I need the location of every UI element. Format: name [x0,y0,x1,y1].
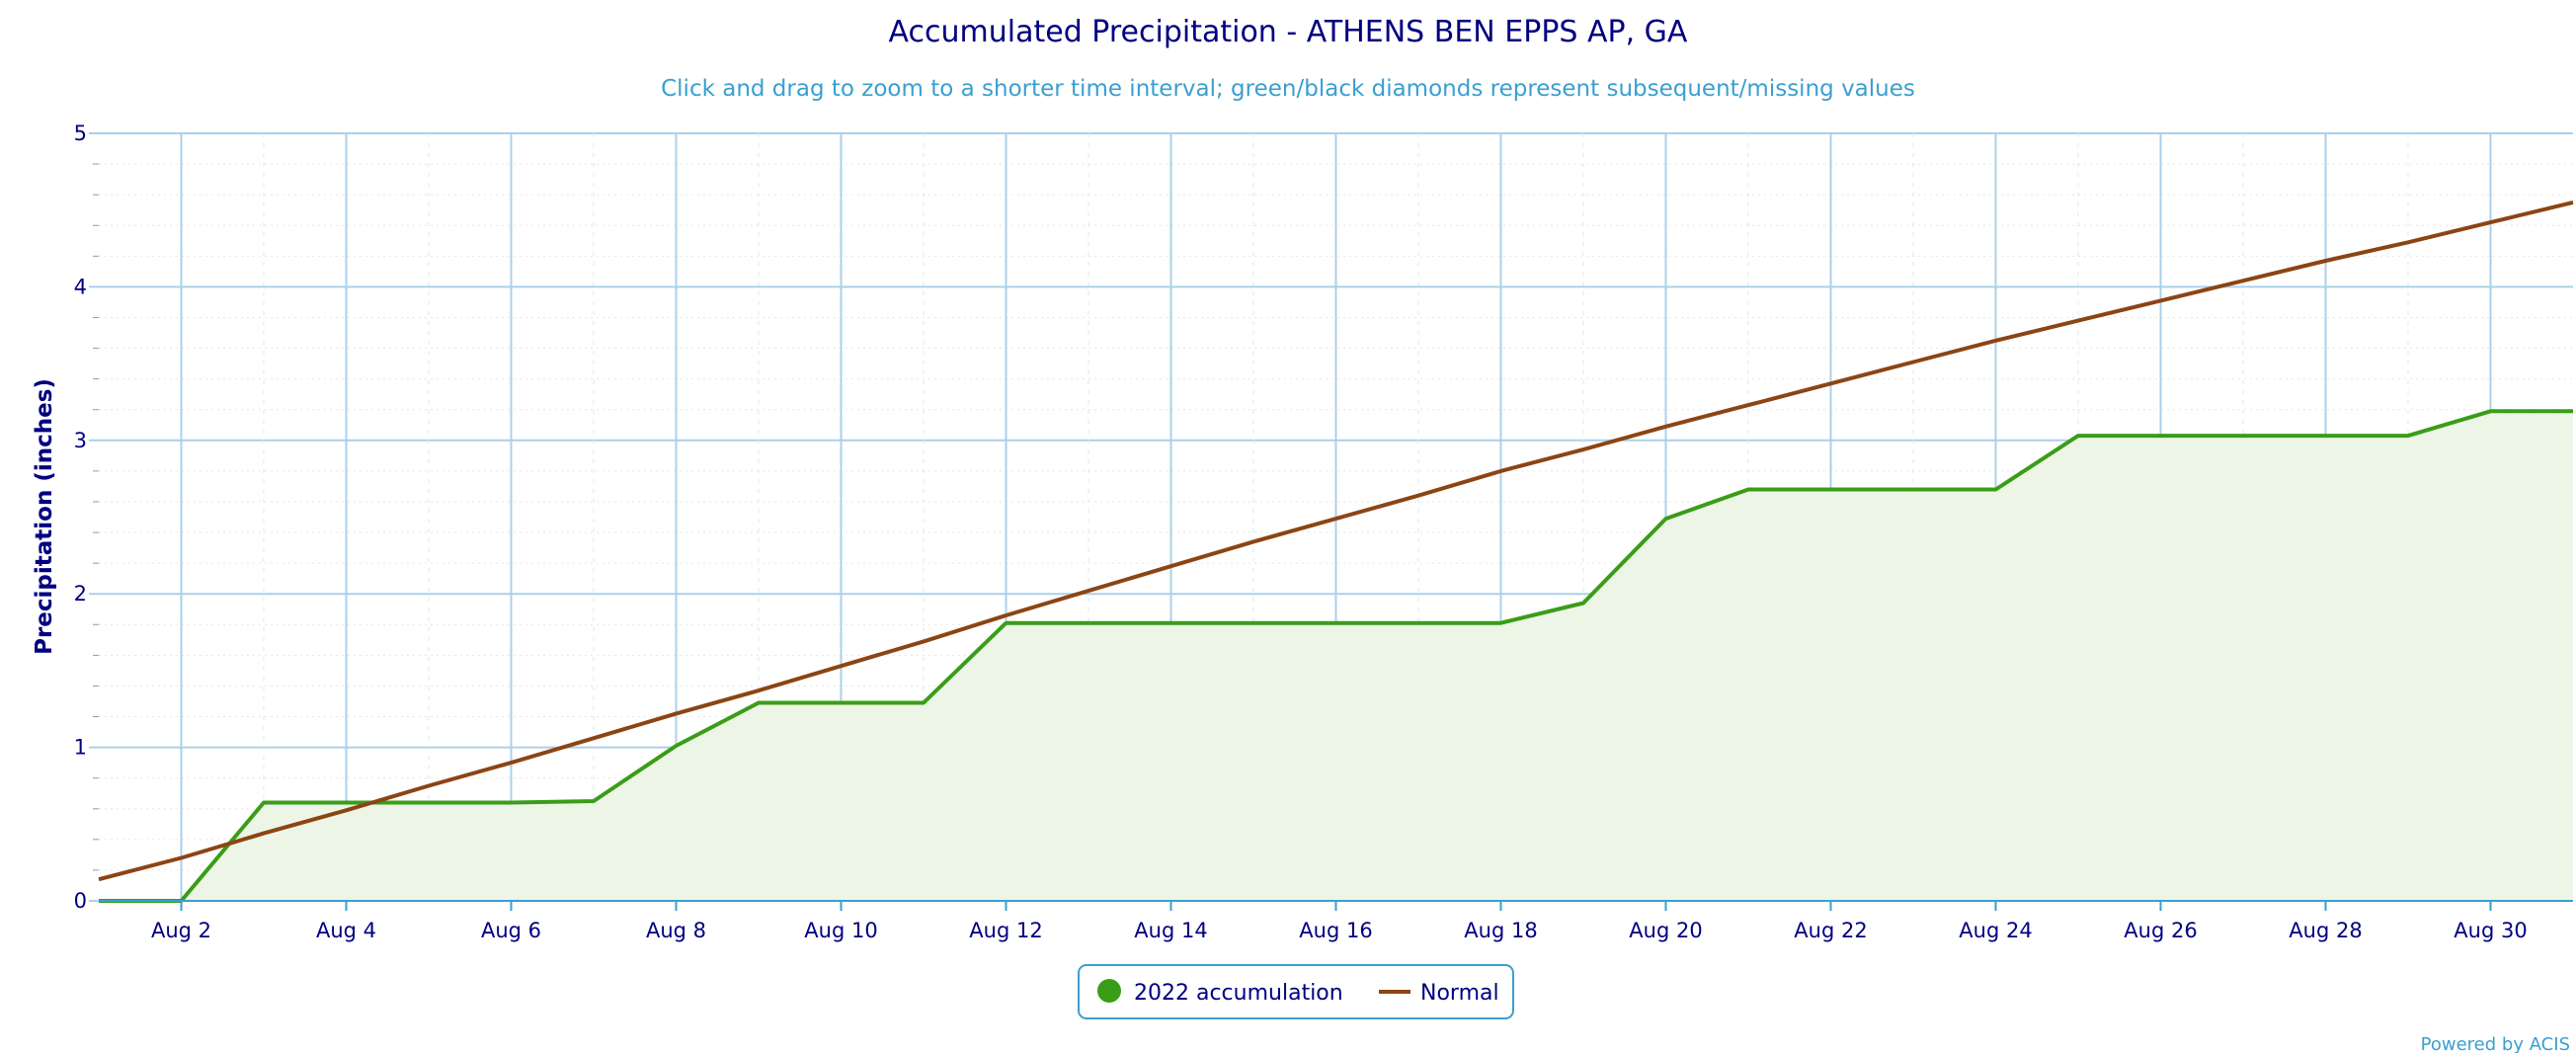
chart-subtitle: Click and drag to zoom to a shorter time… [661,76,1915,102]
x-tick-label: Aug 16 [1299,919,1372,942]
x-tick-label: Aug 26 [2124,919,2197,942]
y-tick-label: 2 [74,582,87,606]
legend-label-2022-accumulation: 2022 accumulation [1134,981,1343,1006]
x-tick-label: Aug 6 [481,919,541,942]
x-tick-label: Aug 28 [2289,919,2362,942]
y-axis-label: Precipitation (inches) [32,378,57,655]
y-tick-label: 3 [74,429,87,452]
y-tick-label: 5 [74,122,87,145]
x-tick-label: Aug 24 [1959,919,2032,942]
legend-marker-2022-accumulation [1097,979,1121,1003]
x-tick-label: Aug 14 [1134,919,1207,942]
x-tick-label: Aug 30 [2454,919,2527,942]
legend-item-2022-accumulation[interactable]: 2022 accumulation [1097,979,1343,1006]
x-tick-label: Aug 20 [1629,919,1702,942]
legend-label-normal: Normal [1420,981,1499,1006]
chart-title: Accumulated Precipitation - ATHENS BEN E… [889,15,1688,49]
y-tick-label: 4 [74,275,87,298]
series-line-2022-accumulation[interactable] [99,409,2573,903]
series-area-0 [99,411,2573,901]
x-tick-label: Aug 4 [316,919,376,942]
x-tick-label: Aug 8 [646,919,706,942]
legend-box [1078,964,1514,1019]
credit-link[interactable]: Powered by ACIS [2421,1034,2570,1053]
area-layer [99,411,2573,901]
series-layer [98,200,2574,903]
axes: 0 1 2 3 4 5 Aug 2 Aug 4 Aug 6 Aug 8 Aug 10 Aug 12 Au… [74,122,2573,942]
x-tick-label: Aug 2 [151,919,211,942]
y-tick-label: 1 [74,736,87,760]
legend: 2022 accumulation Normal [1078,964,1514,1019]
y-tick-label: 0 [74,889,87,913]
x-tick-label: Aug 18 [1464,919,1537,942]
x-tick-label: Aug 12 [969,919,1042,942]
x-tick-label: Aug 22 [1794,919,1867,942]
x-tick-label: Aug 10 [804,919,877,942]
legend-item-normal[interactable]: Normal [1379,981,1499,1006]
series-line-normal[interactable] [98,200,2574,882]
